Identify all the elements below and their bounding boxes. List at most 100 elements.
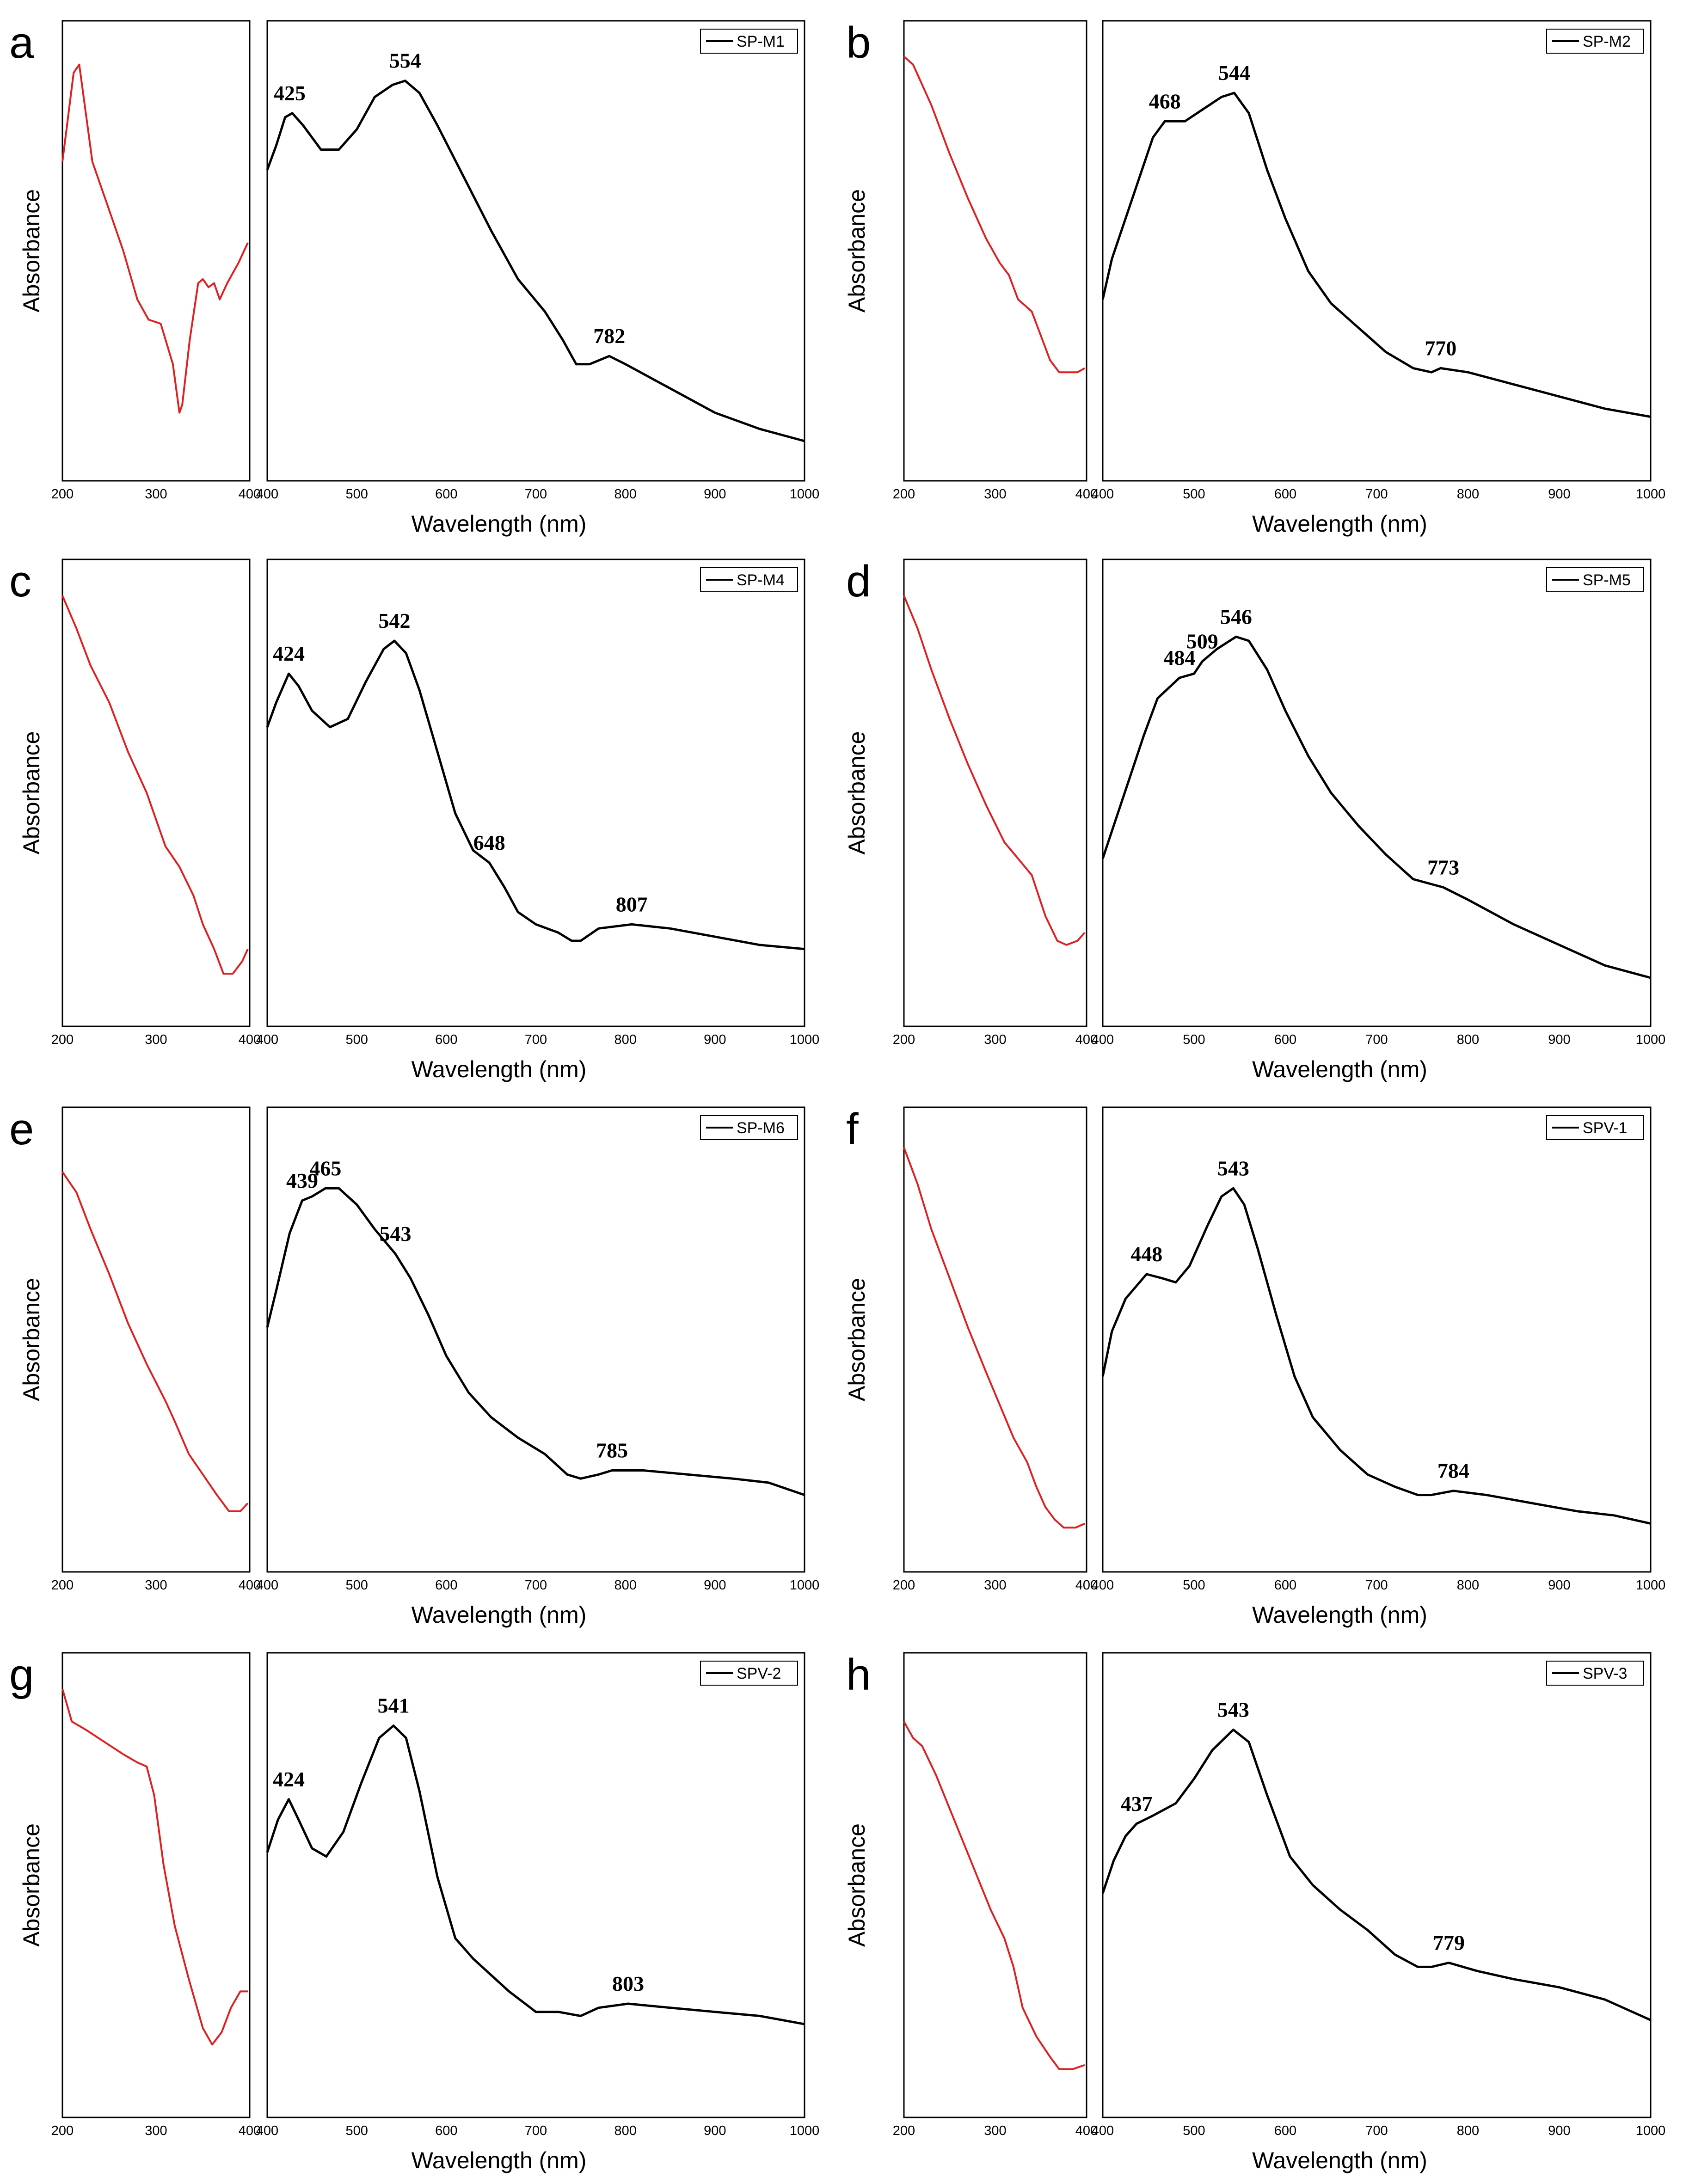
legend: SPV-2 — [700, 1661, 798, 1686]
main-x-tick-label: 500 — [345, 1578, 368, 1593]
main-x-tick-label: 500 — [345, 1032, 368, 1047]
main-x-tick-label: 400 — [256, 1032, 278, 1047]
peak-label: 425 — [274, 81, 306, 105]
inset-x-tick-label: 400 — [1075, 1578, 1098, 1593]
panel-letter: c — [9, 557, 31, 606]
x-axis-label: Wavelength (nm) — [1252, 1602, 1427, 1628]
x-axis-label: Wavelength (nm) — [412, 511, 587, 537]
main-x-tick-label: 600 — [435, 1032, 457, 1047]
main-x-tick-label: 900 — [1548, 487, 1570, 502]
legend-label: SP-M6 — [737, 1119, 785, 1137]
inset-uv-curve — [903, 1721, 1085, 2070]
inset-x-tick-label: 400 — [239, 1032, 261, 1047]
inset-x-tick-label: 200 — [51, 1032, 74, 1047]
main-x-tick-label: 1000 — [790, 487, 820, 502]
main-x-tick-label: 800 — [614, 487, 636, 502]
main-x-tick-label: 400 — [1092, 1578, 1114, 1593]
main-x-tick-label: 900 — [704, 1578, 726, 1593]
main-x-tick-label: 700 — [525, 1578, 547, 1593]
inset-plot-frame — [903, 20, 1087, 482]
inset-x-tick-label: 300 — [984, 2123, 1006, 2138]
x-axis-label: Wavelength (nm) — [412, 1056, 587, 1082]
main-x-tick-label: 400 — [256, 2123, 278, 2138]
main-x-tick-label: 600 — [435, 1578, 457, 1593]
main-x-tick-label: 1000 — [1636, 1578, 1666, 1593]
main-plot-frame — [1102, 558, 1652, 1027]
panel-letter: a — [9, 18, 34, 67]
main-x-tick-label: 400 — [256, 487, 278, 502]
y-axis-label: Absorbance — [18, 731, 44, 855]
legend: SPV-1 — [1546, 1115, 1644, 1140]
peak-label: 437 — [1121, 1792, 1153, 1816]
main-x-tick-label: 400 — [1092, 2123, 1114, 2138]
main-spectrum-line — [1101, 1728, 1652, 2021]
main-x-tick-label: 500 — [345, 2123, 368, 2138]
peak-label: 770 — [1425, 336, 1456, 360]
y-axis-label: Absorbance — [844, 1278, 870, 1401]
peak-label: 803 — [612, 1972, 644, 1995]
main-x-tick-label: 900 — [1548, 1032, 1570, 1047]
legend: SP-M1 — [700, 29, 798, 54]
main-x-tick-label: 700 — [1365, 2123, 1388, 2138]
main-x-tick-label: 800 — [614, 2123, 636, 2138]
main-x-tick-label: 500 — [1183, 2123, 1205, 2138]
inset-plot-frame — [61, 1652, 251, 2118]
peak-label: 782 — [593, 324, 625, 348]
main-spectrum-line — [1101, 1187, 1651, 1525]
main-x-tick-label: 600 — [435, 487, 457, 502]
y-axis-label: Absorbance — [18, 1823, 44, 1947]
peak-label: 544 — [1218, 61, 1250, 85]
legend-label: SPV-3 — [1583, 1665, 1627, 1682]
legend-label: SP-M1 — [737, 33, 785, 50]
x-axis-label: Wavelength (nm) — [1252, 511, 1427, 537]
inset-x-tick-label: 200 — [51, 487, 74, 502]
panel-letter: e — [9, 1104, 34, 1154]
main-x-tick-label: 600 — [1274, 1578, 1296, 1593]
legend-label: SP-M2 — [1583, 33, 1631, 50]
main-spectrum-line — [266, 1724, 805, 2025]
x-axis-label: Wavelength (nm) — [1252, 1056, 1427, 1082]
inset-uv-curve — [903, 55, 1086, 374]
panel-letter: f — [846, 1104, 859, 1154]
main-x-tick-label: 1000 — [790, 1578, 820, 1593]
main-x-tick-label: 900 — [704, 2123, 726, 2138]
legend-label: SP-M5 — [1583, 571, 1631, 589]
main-x-tick-label: 500 — [1183, 1032, 1205, 1047]
peak-label: 779 — [1433, 1931, 1465, 1955]
inset-x-tick-label: 400 — [239, 2123, 261, 2138]
inset-uv-curve — [61, 1171, 249, 1512]
peak-label: 468 — [1149, 89, 1181, 113]
inset-x-tick-label: 300 — [984, 487, 1006, 502]
main-x-tick-label: 900 — [1548, 1578, 1570, 1593]
main-plot-frame — [1102, 1652, 1652, 2118]
peak-label: 424 — [273, 1767, 305, 1791]
main-plot-frame — [266, 1106, 805, 1573]
peak-label: 543 — [1217, 1156, 1249, 1180]
main-x-tick-label: 800 — [614, 1578, 636, 1593]
peak-label: 543 — [379, 1222, 411, 1245]
peak-label: 484 — [1163, 646, 1195, 669]
main-plot-frame — [266, 1652, 805, 2118]
x-axis-label: Wavelength (nm) — [1252, 2147, 1427, 2173]
inset-x-tick-label: 200 — [51, 2123, 74, 2138]
y-axis-label: Absorbance — [18, 189, 44, 313]
legend: SP-M6 — [700, 1115, 798, 1140]
main-x-tick-label: 700 — [525, 487, 547, 502]
inset-x-tick-label: 400 — [239, 1578, 261, 1593]
y-axis-label: Absorbance — [844, 189, 870, 313]
inset-uv-curve — [61, 63, 249, 414]
main-x-tick-label: 900 — [704, 1032, 726, 1047]
legend: SPV-3 — [1546, 1661, 1644, 1686]
inset-uv-curve — [903, 595, 1086, 946]
legend-label: SPV-2 — [737, 1665, 781, 1682]
inset-x-tick-label: 200 — [893, 487, 915, 502]
main-plot-frame — [1102, 20, 1652, 482]
inset-x-tick-label: 300 — [984, 1032, 1006, 1047]
x-axis-label: Wavelength (nm) — [412, 2147, 587, 2173]
main-x-tick-label: 500 — [1183, 487, 1205, 502]
main-x-tick-label: 800 — [1457, 1578, 1479, 1593]
main-x-tick-label: 700 — [1365, 1578, 1388, 1593]
